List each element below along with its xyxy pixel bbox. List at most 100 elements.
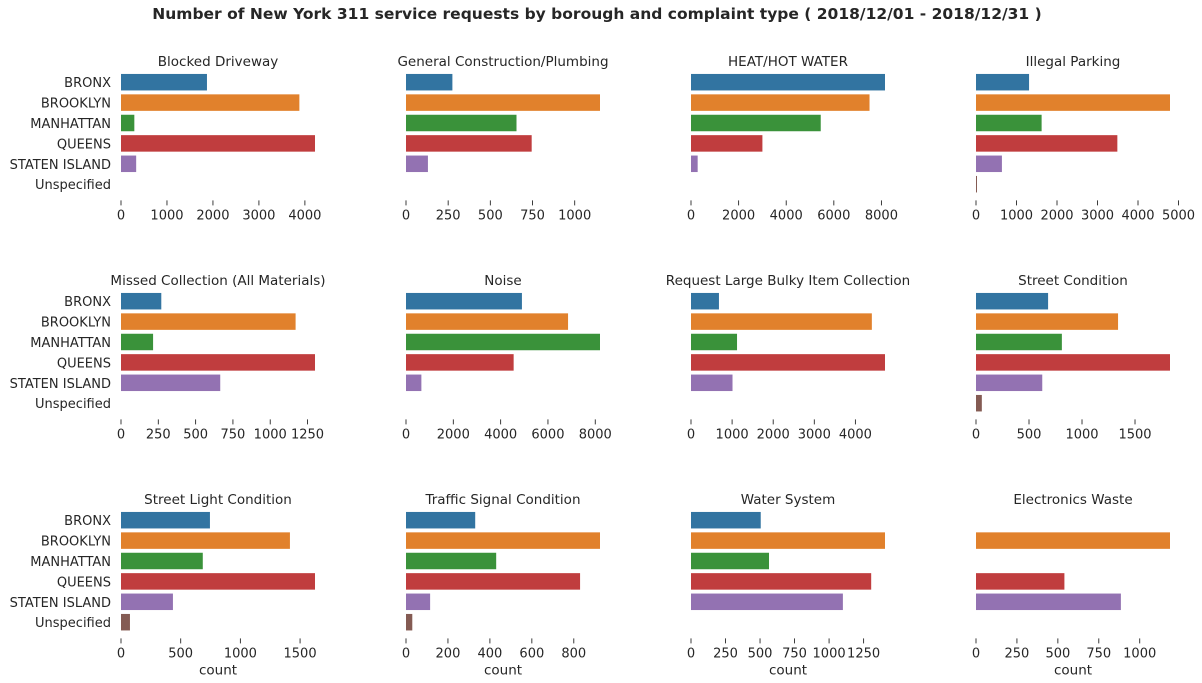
bar-staten-island [976, 374, 1043, 392]
x-tick-label: 2000 [1040, 208, 1073, 223]
x-tick-label: 500 [748, 646, 773, 661]
bar-queens [121, 135, 315, 152]
x-tick-label: 5000 [1162, 208, 1195, 223]
category-label: QUEENS [57, 137, 111, 152]
bar-queens [406, 135, 532, 152]
bar-manhattan [691, 114, 821, 132]
bar-queens [976, 573, 1065, 590]
x-axis-label: count [1054, 662, 1092, 678]
x-tick-label: 750 [221, 427, 246, 442]
x-tick-label: 800 [561, 646, 586, 661]
x-tick-label: 0 [117, 646, 125, 661]
x-tick-label: 1000 [716, 427, 749, 442]
bar-bronx [976, 292, 1049, 310]
x-axis-label: count [484, 662, 522, 678]
bar-manhattan [121, 552, 203, 570]
x-tick-label: 0 [117, 427, 125, 442]
bar-queens [121, 573, 315, 590]
bar-staten-island [121, 374, 221, 392]
subplot-title: Missed Collection (All Materials) [110, 273, 325, 289]
category-label: BROOKLYN [41, 535, 111, 550]
x-tick-label: 1000 [254, 427, 287, 442]
category-label: BRONX [64, 76, 111, 91]
bar-staten-island [691, 593, 843, 611]
x-tick-label: 1250 [847, 646, 880, 661]
x-axis-label: count [199, 662, 237, 678]
bar-unspecified [976, 394, 982, 412]
subplot-title: Water System [741, 492, 836, 508]
bar-brooklyn [121, 94, 300, 111]
bar-brooklyn [691, 532, 885, 549]
bar-unspecified [121, 613, 130, 631]
subplot-title: Street Light Condition [144, 492, 292, 508]
subplot-title: Request Large Bulky Item Collection [666, 273, 910, 289]
bar-bronx [121, 511, 210, 529]
subplot-title: HEAT/HOT WATER [728, 54, 848, 70]
x-tick-label: 4000 [288, 208, 321, 223]
x-tick-label: 8000 [579, 427, 612, 442]
category-label: QUEENS [57, 356, 111, 371]
x-tick-label: 8000 [865, 208, 898, 223]
bar-unspecified [406, 613, 413, 631]
bar-brooklyn [406, 532, 600, 549]
x-tick-label: 1000 [150, 208, 183, 223]
bar-manhattan [691, 333, 738, 351]
subplot-title: Illegal Parking [1026, 54, 1121, 70]
bar-bronx [121, 292, 162, 310]
x-tick-label: 1000 [813, 646, 846, 661]
x-tick-label: 1000 [1123, 646, 1156, 661]
x-tick-label: 0 [972, 646, 980, 661]
bar-bronx [406, 73, 453, 91]
x-tick-label: 2000 [757, 427, 790, 442]
bar-brooklyn [406, 313, 569, 330]
x-tick-label: 1250 [291, 427, 324, 442]
category-label: STATEN ISLAND [10, 158, 111, 173]
x-tick-label: 1000 [1000, 208, 1033, 223]
bar-bronx [691, 73, 885, 91]
x-tick-label: 400 [477, 646, 502, 661]
bar-bronx [976, 73, 1030, 91]
bar-queens [976, 135, 1118, 152]
x-tick-label: 250 [436, 208, 461, 223]
x-tick-label: 500 [168, 646, 193, 661]
x-tick-label: 6000 [531, 427, 564, 442]
bar-manhattan [691, 552, 770, 570]
bar-brooklyn [976, 94, 1170, 111]
bar-manhattan [121, 114, 135, 132]
figure-title: Number of New York 311 service requests … [152, 5, 1041, 23]
subplot-title: Electronics Waste [1013, 492, 1132, 508]
bar-brooklyn [121, 532, 290, 549]
bar-bronx [406, 292, 522, 310]
subplot-title: Noise [484, 273, 521, 289]
x-tick-label: 600 [519, 646, 544, 661]
category-label: Unspecified [35, 616, 111, 631]
bar-staten-island [121, 593, 173, 611]
bar-brooklyn [976, 532, 1170, 549]
category-label: MANHATTAN [30, 117, 111, 132]
category-label: BRONX [64, 295, 111, 310]
x-tick-label: 200 [436, 646, 461, 661]
x-tick-label: 4000 [1121, 208, 1154, 223]
x-tick-label: 2000 [437, 427, 470, 442]
x-tick-label: 0 [972, 208, 980, 223]
bar-queens [406, 354, 514, 371]
x-tick-label: 250 [1005, 646, 1030, 661]
bar-queens [691, 135, 763, 152]
x-tick-label: 1000 [558, 208, 591, 223]
category-label: STATEN ISLAND [10, 377, 111, 392]
bar-manhattan [976, 114, 1042, 132]
bar-staten-island [691, 374, 733, 392]
bar-staten-island [406, 593, 431, 611]
category-label: MANHATTAN [30, 555, 111, 570]
x-tick-label: 750 [782, 646, 807, 661]
bar-staten-island [691, 155, 698, 173]
bar-brooklyn [976, 313, 1119, 330]
subplot-title: General Construction/Plumbing [397, 54, 608, 70]
bar-brooklyn [691, 313, 872, 330]
x-tick-label: 1500 [284, 646, 317, 661]
x-tick-label: 1500 [1118, 427, 1151, 442]
bar-staten-island [976, 155, 1002, 173]
x-tick-label: 500 [478, 208, 503, 223]
